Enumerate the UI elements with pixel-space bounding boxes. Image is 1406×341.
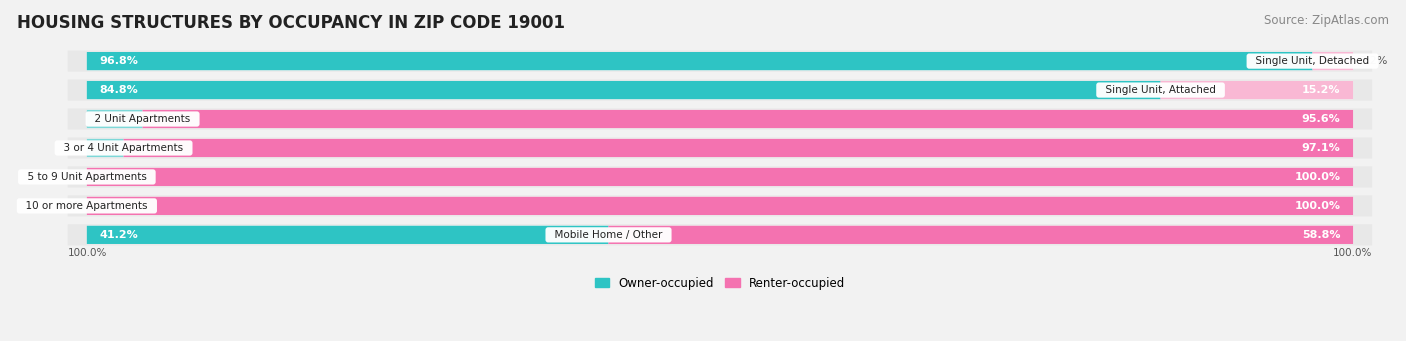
FancyBboxPatch shape xyxy=(67,50,1372,72)
FancyBboxPatch shape xyxy=(1160,81,1353,99)
Text: 4.4%: 4.4% xyxy=(108,114,136,124)
FancyBboxPatch shape xyxy=(87,110,1353,128)
Text: 95.6%: 95.6% xyxy=(1302,114,1340,124)
Legend: Owner-occupied, Renter-occupied: Owner-occupied, Renter-occupied xyxy=(591,272,851,294)
FancyBboxPatch shape xyxy=(87,52,1313,70)
Text: Mobile Home / Other: Mobile Home / Other xyxy=(548,230,669,240)
FancyBboxPatch shape xyxy=(87,226,609,244)
Text: 15.2%: 15.2% xyxy=(1302,85,1340,95)
FancyBboxPatch shape xyxy=(1312,52,1353,70)
FancyBboxPatch shape xyxy=(87,197,1353,215)
Text: 3.2%: 3.2% xyxy=(1360,56,1388,66)
FancyBboxPatch shape xyxy=(87,139,1353,157)
FancyBboxPatch shape xyxy=(87,110,142,128)
Text: 100.0%: 100.0% xyxy=(1295,172,1340,182)
FancyBboxPatch shape xyxy=(67,79,1372,101)
FancyBboxPatch shape xyxy=(87,52,1353,70)
FancyBboxPatch shape xyxy=(609,226,1353,244)
FancyBboxPatch shape xyxy=(67,108,1372,130)
FancyBboxPatch shape xyxy=(87,197,1353,215)
Text: 0.0%: 0.0% xyxy=(56,172,84,182)
FancyBboxPatch shape xyxy=(87,168,1353,186)
FancyBboxPatch shape xyxy=(87,226,1353,244)
Text: 97.1%: 97.1% xyxy=(1302,143,1340,153)
Text: 84.8%: 84.8% xyxy=(100,85,138,95)
Text: Single Unit, Detached: Single Unit, Detached xyxy=(1249,56,1376,66)
Text: 10 or more Apartments: 10 or more Apartments xyxy=(20,201,155,211)
Text: 96.8%: 96.8% xyxy=(100,56,138,66)
FancyBboxPatch shape xyxy=(67,195,1372,217)
Text: Single Unit, Attached: Single Unit, Attached xyxy=(1099,85,1222,95)
Text: 100.0%: 100.0% xyxy=(1295,201,1340,211)
FancyBboxPatch shape xyxy=(87,81,1353,99)
Text: 100.0%: 100.0% xyxy=(1333,248,1372,258)
FancyBboxPatch shape xyxy=(87,139,124,157)
FancyBboxPatch shape xyxy=(87,81,1160,99)
FancyBboxPatch shape xyxy=(87,168,1353,186)
Text: 2.9%: 2.9% xyxy=(89,143,117,153)
FancyBboxPatch shape xyxy=(67,166,1372,188)
Text: 41.2%: 41.2% xyxy=(100,230,138,240)
Text: 3 or 4 Unit Apartments: 3 or 4 Unit Apartments xyxy=(58,143,190,153)
FancyBboxPatch shape xyxy=(67,224,1372,246)
Text: 0.0%: 0.0% xyxy=(56,201,84,211)
Text: 58.8%: 58.8% xyxy=(1302,230,1340,240)
Text: HOUSING STRUCTURES BY OCCUPANCY IN ZIP CODE 19001: HOUSING STRUCTURES BY OCCUPANCY IN ZIP C… xyxy=(17,14,565,32)
FancyBboxPatch shape xyxy=(124,139,1353,157)
Text: 5 to 9 Unit Apartments: 5 to 9 Unit Apartments xyxy=(21,172,153,182)
FancyBboxPatch shape xyxy=(67,137,1372,159)
Text: Source: ZipAtlas.com: Source: ZipAtlas.com xyxy=(1264,14,1389,27)
Text: 2 Unit Apartments: 2 Unit Apartments xyxy=(89,114,197,124)
FancyBboxPatch shape xyxy=(142,110,1353,128)
Text: 100.0%: 100.0% xyxy=(67,248,107,258)
